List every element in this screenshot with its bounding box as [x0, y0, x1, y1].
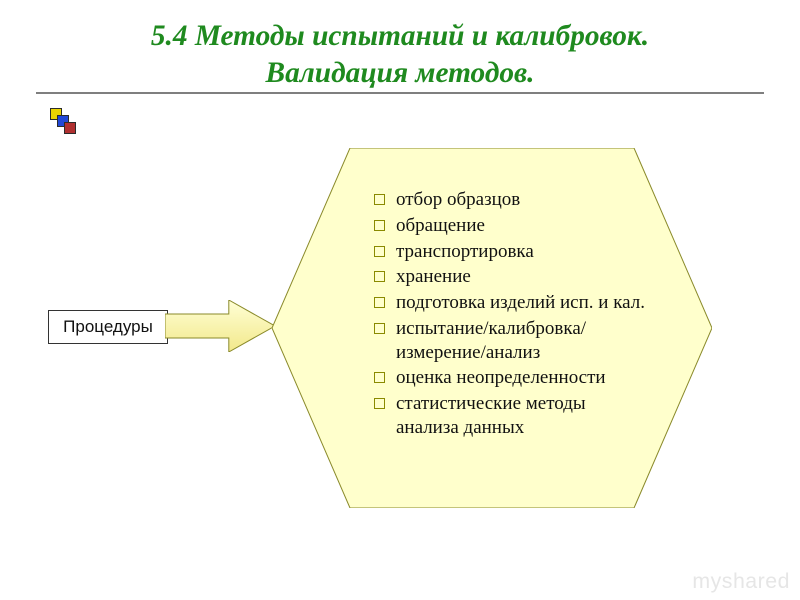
bullet-square-icon: [374, 297, 385, 308]
list-item-text: анализа данных: [396, 417, 524, 438]
bullet-square-icon: [374, 194, 385, 205]
list-item: статистические методы анализа данных: [374, 392, 645, 440]
list-item: испытание/калибровка/измерение/анализ: [374, 317, 645, 365]
procedures-label: Процедуры: [48, 310, 168, 344]
hexagon-content: отбор образцов обращение транспортировка хр…: [374, 186, 645, 442]
bullet-square-icon: [374, 323, 385, 334]
title-underline: [36, 92, 764, 94]
page-title: 5.4 Методы испытаний и калибровок. Валид…: [0, 18, 800, 91]
title-line-1: 5.4 Методы испытаний и калибровок.: [0, 18, 800, 55]
list-item: подготовка изделий исп. и кал.: [374, 291, 645, 315]
list-item: оценка неопределенности: [374, 366, 645, 390]
list-item-text: подготовка изделий исп. и кал.: [396, 292, 645, 313]
bullet-square-icon: [374, 398, 385, 409]
block-arrow: [165, 300, 275, 352]
bullet-square-icon: [374, 372, 385, 383]
list-item-text: статистические методы: [396, 393, 586, 414]
watermark-text: myshared: [692, 569, 790, 593]
list-item-text: измерение/анализ: [396, 342, 540, 363]
bullet-square-icon: [374, 220, 385, 231]
bullet-square-3: [64, 122, 76, 134]
list-item: отбор образцов: [374, 188, 645, 212]
bullet-square-icon: [374, 246, 385, 257]
procedures-label-text: Процедуры: [63, 317, 153, 337]
content-hexagon: отбор образцов обращение транспортировка хр…: [272, 148, 712, 508]
list-item: транспортировка: [374, 240, 645, 264]
watermark: myshared: [692, 569, 790, 594]
block-arrow-svg: [165, 300, 275, 352]
list-item: обращение: [374, 214, 645, 238]
list-item-text: оценка неопределенности: [396, 367, 606, 388]
list-item: хранение: [374, 265, 645, 289]
list-item-text: обращение: [396, 215, 485, 236]
list-item-text: транспортировка: [396, 241, 534, 262]
list-item-text: испытание/калибровка/: [396, 318, 586, 339]
title-line-2: Валидация методов.: [0, 55, 800, 92]
list-item-text: отбор образцов: [396, 189, 520, 210]
list-item-text: хранение: [396, 266, 471, 287]
procedure-list: отбор образцов обращение транспортировка хр…: [374, 188, 645, 440]
bullet-square-icon: [374, 271, 385, 282]
